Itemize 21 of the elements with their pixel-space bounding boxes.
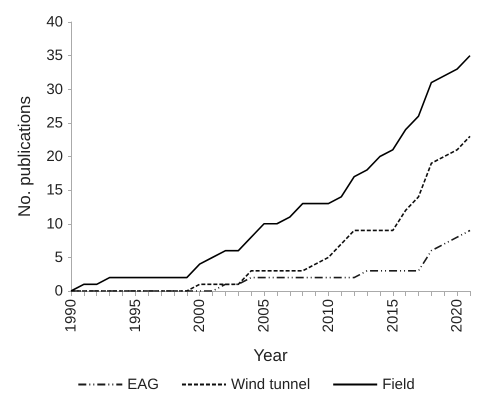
y-tick-label: 0: [54, 282, 63, 300]
x-axis-title: Year: [253, 346, 288, 365]
y-tick-label: 35: [46, 47, 63, 64]
x-tick-label: 1990: [62, 299, 80, 332]
y-tick-label: 25: [46, 114, 63, 132]
legend-label: Field: [382, 376, 415, 393]
y-tick-label: 40: [46, 14, 63, 30]
x-tick-label: 2000: [191, 299, 208, 332]
y-axis-title: No. publications: [15, 96, 34, 217]
y-tick-label: 30: [46, 80, 63, 98]
x-tick-label: 1995: [126, 299, 144, 332]
x-tick-label: 2015: [384, 299, 402, 332]
legend-label: Wind tunnel: [230, 376, 310, 393]
x-tick-label: 2020: [448, 299, 466, 332]
legend-label: EAG: [127, 376, 159, 393]
y-tick-label: 20: [46, 148, 63, 165]
y-tick-label: 15: [46, 182, 63, 199]
x-tick-label: 2010: [320, 299, 337, 332]
y-tick-label: 5: [54, 248, 63, 266]
y-tick-label: 10: [46, 215, 63, 232]
x-tick-label: 2005: [256, 299, 273, 332]
